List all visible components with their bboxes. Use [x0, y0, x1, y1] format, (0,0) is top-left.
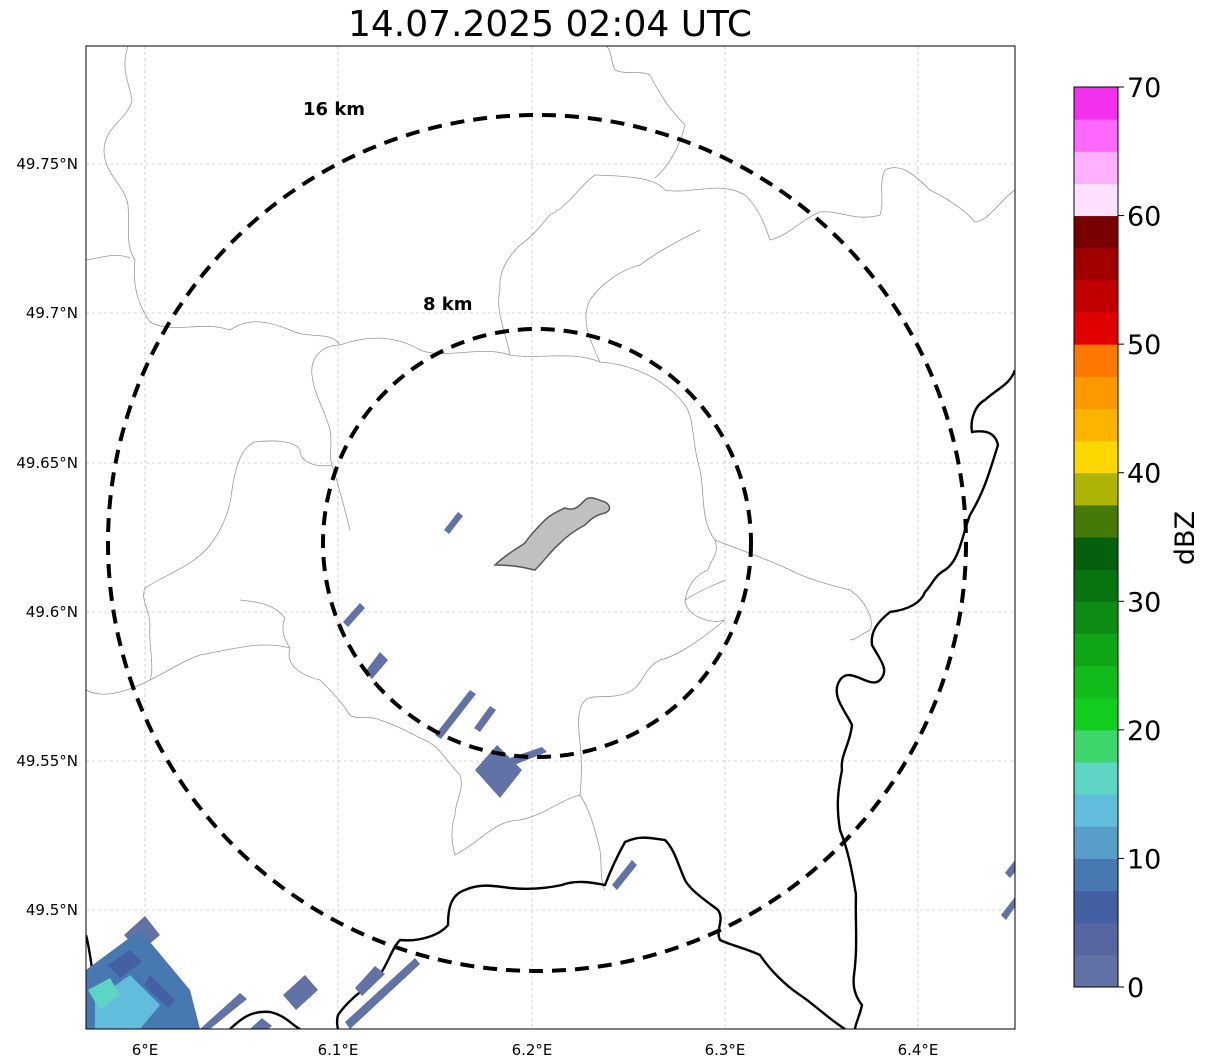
city-outline — [493, 497, 611, 571]
gridlines — [86, 46, 1015, 1029]
range-ring-8km — [321, 327, 753, 759]
colorbar-segment — [1074, 922, 1118, 956]
colorbar-segment — [1074, 87, 1118, 120]
colorbar-segment — [1074, 569, 1118, 602]
colorbar — [1073, 86, 1119, 988]
colorbar-segment — [1074, 858, 1118, 892]
radar-echoes — [86, 512, 1015, 1029]
colorbar-segment — [1074, 601, 1118, 634]
lat-tick-label: 49.75°N — [16, 155, 78, 173]
colorbar-frame — [1073, 86, 1119, 988]
colorbar-tick-label: 60 — [1127, 202, 1161, 233]
colorbar-segment — [1074, 183, 1118, 217]
colorbar-tick-label: 40 — [1127, 459, 1161, 490]
colorbar-segment — [1074, 440, 1118, 474]
map-title: 14.07.2025 02:04 UTC — [347, 4, 753, 45]
colorbar-label: dBZ — [1170, 511, 1201, 565]
lon-tick-label: 6.2°E — [512, 1041, 553, 1059]
lat-tick-label: 49.6°N — [26, 603, 78, 621]
colorbar-segment — [1074, 119, 1118, 152]
colorbar-segment — [1074, 697, 1118, 731]
colorbar-tick-label: 20 — [1127, 716, 1161, 747]
national-borders — [86, 369, 1015, 1029]
map-frame — [85, 45, 1016, 1030]
colorbar-segment — [1074, 504, 1118, 538]
admin-boundaries — [86, 46, 1015, 891]
colorbar-segment — [1074, 376, 1118, 409]
colorbar-segment — [1074, 537, 1118, 570]
colorbar-segment — [1074, 215, 1118, 249]
colorbar-segment — [1074, 890, 1118, 924]
lat-tick-label: 49.5°N — [26, 901, 78, 919]
colorbar-segment — [1074, 151, 1118, 184]
colorbar-segment — [1074, 954, 1118, 988]
colorbar-segment — [1074, 826, 1118, 859]
colorbar-segment — [1074, 247, 1118, 281]
lon-tick-label: 6.3°E — [705, 1041, 746, 1059]
colorbar-segment — [1074, 794, 1118, 827]
lat-tick-labels: 49.75°N 49.7°N 49.65°N 49.6°N 49.55°N 49… — [16, 155, 78, 919]
colorbar-segment — [1074, 633, 1118, 667]
colorbar-segment — [1074, 762, 1118, 795]
colorbar-segment — [1074, 408, 1118, 442]
range-ring-16km — [106, 113, 968, 973]
colorbar-tick-label: 0 — [1127, 973, 1144, 1004]
colorbar-ticks: 0 10 20 30 40 50 60 70 — [1118, 73, 1161, 1004]
range-rings — [106, 113, 968, 973]
lat-tick-label: 49.65°N — [16, 454, 78, 472]
colorbar-tick-label: 50 — [1127, 330, 1161, 361]
colorbar-segment — [1074, 729, 1118, 763]
map-plot-area — [86, 46, 1015, 1029]
lon-tick-label: 6.4°E — [898, 1041, 939, 1059]
colorbar-segment — [1074, 665, 1118, 699]
colorbar-segment — [1074, 279, 1118, 313]
lon-tick-label: 6°E — [132, 1041, 159, 1059]
lon-tick-labels: 6°E 6.1°E 6.2°E 6.3°E 6.4°E — [132, 1041, 939, 1059]
lon-tick-label: 6.1°E — [318, 1041, 359, 1059]
lat-tick-label: 49.55°N — [16, 752, 78, 770]
colorbar-segment — [1074, 312, 1118, 345]
ring-label-8km: 8 km — [423, 294, 473, 315]
colorbar-tick-label: 30 — [1127, 587, 1161, 618]
lat-tick-label: 49.7°N — [26, 304, 78, 322]
colorbar-tick-label: 10 — [1127, 844, 1161, 875]
colorbar-segment — [1074, 344, 1118, 377]
colorbar-segment — [1074, 472, 1118, 506]
ring-label-16km: 16 km — [303, 99, 365, 120]
colorbar-tick-label: 70 — [1127, 73, 1161, 104]
